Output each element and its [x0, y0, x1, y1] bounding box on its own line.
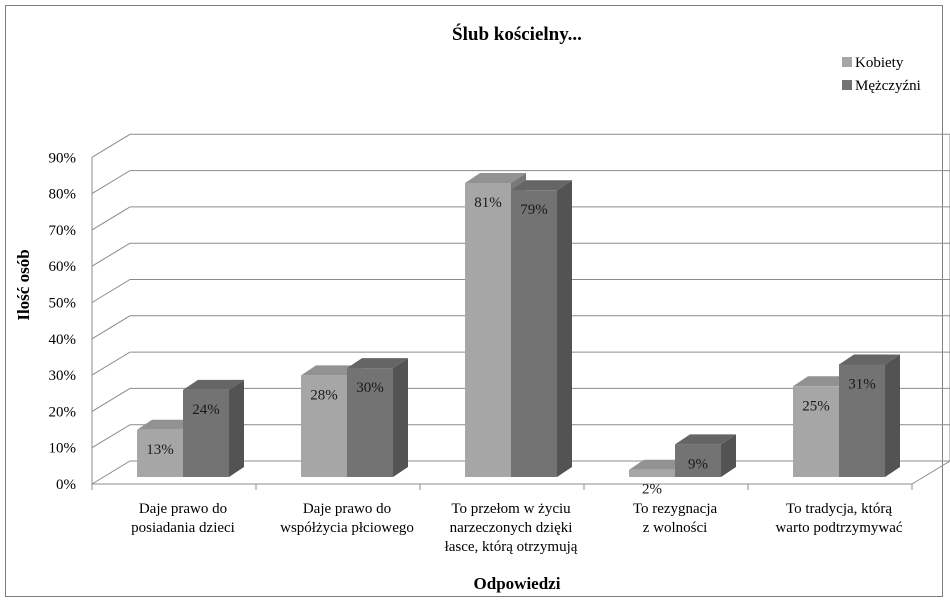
x-category-label: To rezygnacja z wolności [633, 501, 718, 536]
x-category-label: Daje prawo do współżycia płciowego [280, 501, 414, 536]
y-tick-label: 10% [49, 441, 77, 457]
data-label: 25% [802, 398, 830, 414]
y-axis-title: Ilość osób [14, 249, 33, 320]
bar-mezczyzni [183, 379, 244, 477]
gridline-diagonal [91, 387, 131, 412]
y-tick-label: 20% [49, 404, 77, 420]
data-label: 9% [688, 456, 708, 472]
data-label: 79% [520, 202, 548, 218]
data-label: 13% [146, 442, 174, 458]
legend: Kobiety Mężczyźni [842, 55, 921, 94]
y-tick-label: 90% [49, 150, 77, 166]
gridline-diagonal [91, 242, 131, 267]
gridline-diagonal [91, 424, 131, 449]
data-label: 2% [642, 482, 662, 498]
legend-swatch-mezczyzni [842, 80, 852, 90]
gridline-diagonal [91, 206, 131, 231]
bar-kobiety [301, 365, 362, 477]
chart-title: Ślub kościelny... [452, 23, 582, 45]
x-category-label: To przełom w życiu narzeczonych dzięki łas… [445, 501, 578, 555]
data-label: 31% [848, 376, 876, 392]
x-category-label: To tradycja, którą warto podtrzymywać [775, 501, 902, 536]
y-tick-label: 80% [49, 187, 77, 203]
data-labels: 13% 28% 81% 2% 25% 24% 30% 79% 9% 31% [146, 195, 876, 498]
legend-swatch-kobiety [842, 57, 852, 67]
gridline-diagonal [91, 170, 131, 195]
gridline-diagonal [91, 133, 131, 158]
data-label: 28% [310, 387, 338, 403]
y-tick-label: 0% [56, 477, 76, 493]
y-tick-label: 30% [49, 368, 77, 384]
floor-edge [911, 460, 950, 485]
y-tick-label: 60% [49, 259, 77, 275]
legend-label-kobiety: Kobiety [855, 55, 904, 71]
bar-mezczyzni [839, 354, 900, 477]
gridline-diagonal [91, 279, 131, 303]
bars [137, 172, 900, 478]
gridline-diagonal [91, 460, 131, 485]
y-tick-label: 50% [49, 296, 77, 312]
x-axis-title: Odpowiedzi [474, 574, 561, 593]
data-label: 81% [474, 195, 502, 211]
bar-mezczyzni [511, 180, 572, 478]
bar-mezczyzni [675, 434, 736, 477]
x-category-label: Daje prawo do posiadania dzieci [131, 501, 235, 536]
gridline-diagonal [91, 351, 131, 376]
y-tick-label: 40% [49, 332, 77, 348]
legend-label-mezczyzni: Mężczyźni [855, 78, 921, 94]
axes: 0% 10% 20% 30% 40% 50% 60% 70% 80% 90% Daje prawo … [49, 150, 950, 555]
y-tick-label: 70% [49, 223, 77, 239]
bar-mezczyzni [347, 358, 408, 477]
data-label: 24% [192, 402, 220, 418]
data-label: 30% [356, 380, 384, 396]
gridline-diagonal [91, 315, 131, 340]
